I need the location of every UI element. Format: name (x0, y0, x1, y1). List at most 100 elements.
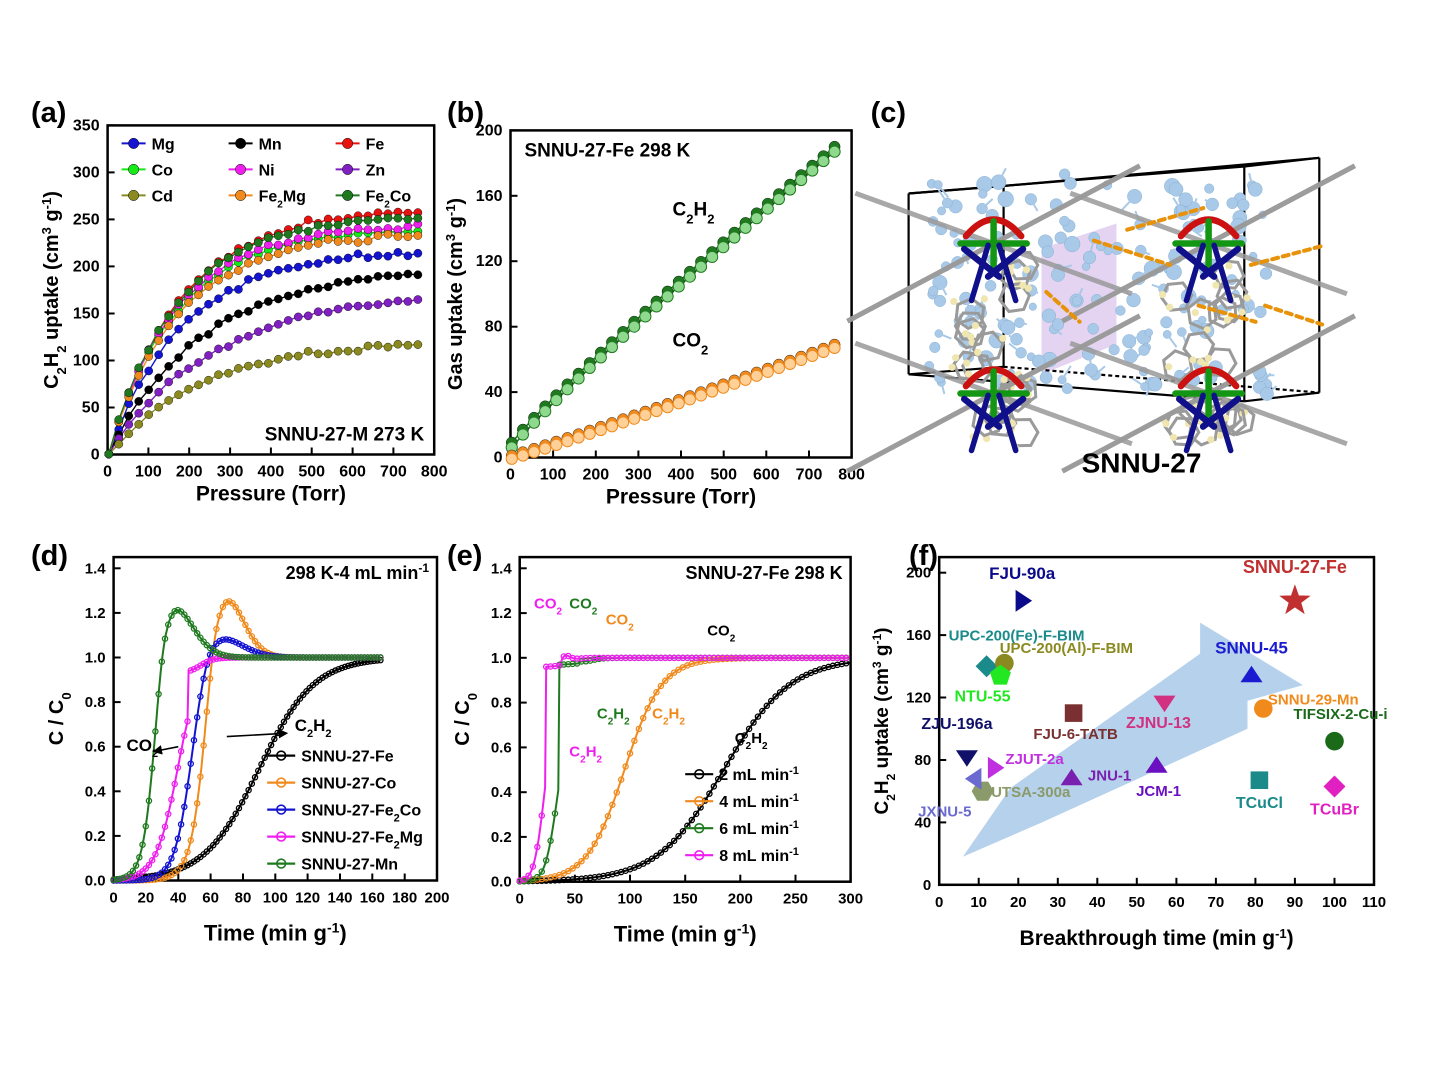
svg-text:80: 80 (485, 319, 503, 336)
svg-text:FJU-6-TATB: FJU-6-TATB (1033, 726, 1118, 743)
svg-text:50: 50 (1128, 894, 1145, 911)
svg-text:350: 350 (73, 117, 100, 134)
svg-text:30: 30 (1049, 894, 1066, 911)
svg-text:0: 0 (923, 877, 931, 894)
svg-text:UPC-200(Al)-F-BIM: UPC-200(Al)-F-BIM (1000, 640, 1133, 657)
svg-text:Time (min g-1): Time (min g-1) (204, 920, 347, 946)
svg-text:0.8: 0.8 (491, 695, 512, 712)
svg-text:Co: Co (152, 162, 174, 179)
svg-text:40: 40 (485, 384, 503, 401)
svg-text:Mn: Mn (259, 136, 282, 153)
svg-text:0.4: 0.4 (491, 784, 513, 801)
svg-text:2 mL min-1: 2 mL min-1 (719, 765, 799, 784)
svg-text:110: 110 (1362, 894, 1386, 911)
svg-text:0.0: 0.0 (491, 874, 512, 891)
svg-text:20: 20 (138, 890, 155, 907)
svg-text:300: 300 (625, 467, 652, 484)
svg-text:700: 700 (380, 464, 407, 481)
svg-text:60: 60 (1168, 894, 1185, 911)
svg-text:0: 0 (494, 450, 503, 467)
svg-text:100: 100 (617, 891, 642, 908)
svg-text:1.0: 1.0 (491, 650, 512, 667)
svg-text:800: 800 (421, 464, 448, 481)
svg-text:0.4: 0.4 (85, 783, 107, 800)
svg-text:(a): (a) (31, 97, 66, 129)
svg-text:300: 300 (73, 164, 100, 181)
svg-text:SNNU-27-M 273 K: SNNU-27-M 273 K (265, 425, 425, 446)
svg-text:TCuBr: TCuBr (1310, 802, 1359, 819)
svg-text:40: 40 (1089, 894, 1106, 911)
svg-text:(c): (c) (871, 97, 906, 129)
svg-text:JNU-1: JNU-1 (1088, 768, 1131, 785)
svg-text:50: 50 (82, 400, 100, 417)
svg-text:0: 0 (935, 894, 943, 911)
svg-text:90: 90 (1287, 894, 1304, 911)
svg-text:ZJNU-13: ZJNU-13 (1126, 715, 1191, 732)
svg-text:150: 150 (73, 306, 100, 323)
svg-text:10: 10 (970, 894, 987, 911)
svg-text:Time (min g-1): Time (min g-1) (614, 921, 757, 947)
svg-text:8 mL min-1: 8 mL min-1 (719, 846, 799, 865)
svg-text:300: 300 (217, 464, 244, 481)
svg-text:0: 0 (516, 891, 524, 908)
svg-text:80: 80 (915, 752, 932, 769)
svg-text:1.2: 1.2 (85, 605, 106, 622)
svg-text:(e): (e) (447, 540, 482, 572)
svg-text:180: 180 (392, 890, 417, 907)
svg-text:160: 160 (906, 627, 931, 644)
svg-text:FJU-90a: FJU-90a (989, 564, 1056, 583)
svg-text:UTSA-300a: UTSA-300a (991, 784, 1071, 801)
svg-text:(f): (f) (909, 540, 938, 572)
svg-text:600: 600 (753, 467, 780, 484)
svg-text:Zn: Zn (366, 162, 386, 179)
svg-text:200: 200 (582, 467, 609, 484)
svg-text:SNNU-27-Fe 298 K: SNNU-27-Fe 298 K (525, 140, 691, 161)
svg-text:0: 0 (506, 467, 515, 484)
svg-text:300: 300 (838, 891, 863, 908)
svg-text:TCuCl: TCuCl (1236, 795, 1283, 812)
svg-text:SNNU-27-Fe: SNNU-27-Fe (301, 749, 394, 766)
svg-text:200: 200 (73, 258, 100, 275)
svg-text:SNNU-27-Co: SNNU-27-Co (301, 776, 396, 793)
svg-text:ZJUT-2a: ZJUT-2a (1005, 751, 1064, 768)
svg-text:ZJU-196a: ZJU-196a (921, 716, 992, 733)
svg-text:TIFSIX-2-Cu-i: TIFSIX-2-Cu-i (1293, 706, 1387, 723)
svg-text:100: 100 (1322, 894, 1347, 911)
svg-text:20: 20 (1010, 894, 1027, 911)
svg-text:0.8: 0.8 (85, 694, 106, 711)
svg-text:100: 100 (73, 353, 100, 370)
svg-text:400: 400 (668, 467, 695, 484)
svg-text:SNNU-45: SNNU-45 (1215, 639, 1288, 658)
svg-text:Pressure (Torr): Pressure (Torr) (196, 483, 346, 506)
svg-text:JXNU-5: JXNU-5 (918, 804, 971, 821)
svg-text:0.0: 0.0 (85, 873, 106, 890)
svg-text:250: 250 (783, 891, 808, 908)
svg-text:120: 120 (295, 890, 320, 907)
svg-text:(d): (d) (31, 540, 68, 572)
svg-text:(b): (b) (447, 97, 484, 129)
svg-text:500: 500 (298, 464, 325, 481)
svg-text:0.2: 0.2 (491, 829, 512, 846)
svg-text:200: 200 (728, 891, 753, 908)
svg-text:Breakthrough time (min g-1): Breakthrough time (min g-1) (1020, 925, 1294, 950)
svg-text:80: 80 (1247, 894, 1264, 911)
svg-text:Fe: Fe (366, 136, 385, 153)
svg-text:200: 200 (424, 890, 449, 907)
svg-text:298 K-4 mL min-1: 298 K-4 mL min-1 (286, 561, 430, 583)
svg-text:80: 80 (235, 890, 252, 907)
svg-text:160: 160 (476, 188, 503, 205)
svg-text:0: 0 (109, 890, 117, 907)
svg-text:SNNU-27-Fe 298 K: SNNU-27-Fe 298 K (686, 563, 843, 583)
svg-text:160: 160 (360, 890, 385, 907)
svg-text:Mg: Mg (152, 136, 175, 153)
svg-text:1.4: 1.4 (85, 560, 107, 577)
svg-text:120: 120 (906, 690, 931, 707)
svg-text:Ni: Ni (259, 162, 275, 179)
svg-text:SNNU-27-Mn: SNNU-27-Mn (301, 857, 398, 874)
svg-text:200: 200 (176, 464, 203, 481)
svg-text:4 mL min-1: 4 mL min-1 (719, 792, 799, 811)
svg-text:250: 250 (73, 211, 100, 228)
svg-text:SNNU-27-Fe: SNNU-27-Fe (1243, 557, 1347, 577)
svg-text:0: 0 (103, 464, 112, 481)
svg-text:Cd: Cd (152, 188, 173, 205)
